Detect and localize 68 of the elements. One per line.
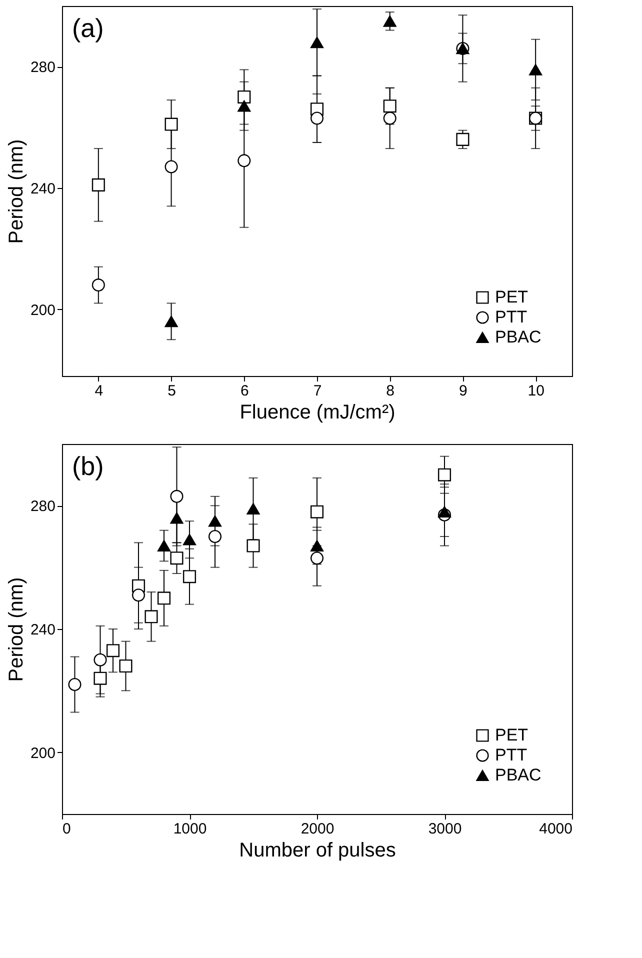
- x-tick-label: 5: [168, 382, 176, 400]
- x-tick-label: 4: [94, 382, 104, 400]
- point: [157, 592, 171, 605]
- point: [310, 112, 324, 125]
- point: [383, 100, 396, 113]
- point: [106, 644, 120, 658]
- point: [182, 534, 196, 546]
- point: [246, 539, 260, 552]
- annotation: (a): [72, 13, 104, 43]
- point: [164, 118, 178, 131]
- y-axis-title: Period (nm): [5, 577, 28, 682]
- point: [68, 678, 82, 692]
- legend-label: PBAC: [495, 766, 542, 784]
- point: [170, 512, 184, 524]
- point: [238, 90, 251, 104]
- point: [170, 552, 184, 565]
- point: [238, 154, 251, 168]
- x-tick-label: 3000: [428, 820, 462, 838]
- y-tick-label: 240: [30, 180, 56, 198]
- y-tick-label: 200: [30, 744, 56, 762]
- x-tick-label: 4000: [539, 820, 572, 838]
- x-tick-label: 6: [240, 382, 249, 400]
- point: [383, 15, 396, 27]
- legend-label: PBAC: [495, 328, 542, 346]
- y-tick-label: 280: [30, 59, 56, 76]
- point: [246, 503, 260, 514]
- x-tick-label: 0: [62, 820, 71, 838]
- legend-label: PET: [495, 726, 528, 744]
- x-tick-label: 10: [528, 382, 544, 400]
- point: [383, 112, 396, 125]
- point: [310, 505, 324, 518]
- x-tick-label: 9: [459, 382, 468, 400]
- point: [94, 672, 107, 685]
- y-tick-label: 200: [30, 302, 56, 319]
- point: [92, 178, 105, 192]
- point: [132, 588, 146, 602]
- annotation: (b): [72, 451, 104, 481]
- point: [310, 552, 324, 565]
- point: [92, 278, 105, 292]
- y-tick-label: 240: [30, 622, 56, 638]
- point: [164, 316, 178, 328]
- y-tick-label: 280: [30, 498, 56, 516]
- x-tick-label: 8: [386, 382, 395, 400]
- point: [94, 653, 107, 666]
- y-axis-title: Period (nm): [5, 139, 28, 244]
- point: [144, 610, 158, 624]
- x-axis-title: Number of pulses: [239, 840, 396, 862]
- point: [182, 570, 196, 584]
- x-tick-label: 7: [313, 382, 322, 400]
- point: [310, 36, 324, 48]
- point: [208, 530, 222, 544]
- point: [157, 540, 171, 552]
- point: [170, 490, 184, 503]
- point: [456, 132, 470, 146]
- legend-label: PTT: [495, 746, 528, 764]
- point: [238, 100, 251, 112]
- point: [529, 64, 542, 76]
- point: [208, 515, 222, 527]
- point: [438, 506, 452, 518]
- point: [164, 160, 178, 174]
- x-tick-label: 1000: [173, 820, 207, 838]
- point: [310, 540, 324, 552]
- legend-label: PTT: [495, 308, 528, 326]
- point: [119, 659, 132, 673]
- x-axis-title: Fluence (mJ/cm²): [240, 402, 396, 424]
- point: [438, 468, 452, 482]
- x-tick-label: 2000: [300, 820, 334, 838]
- legend-label: PET: [495, 288, 528, 306]
